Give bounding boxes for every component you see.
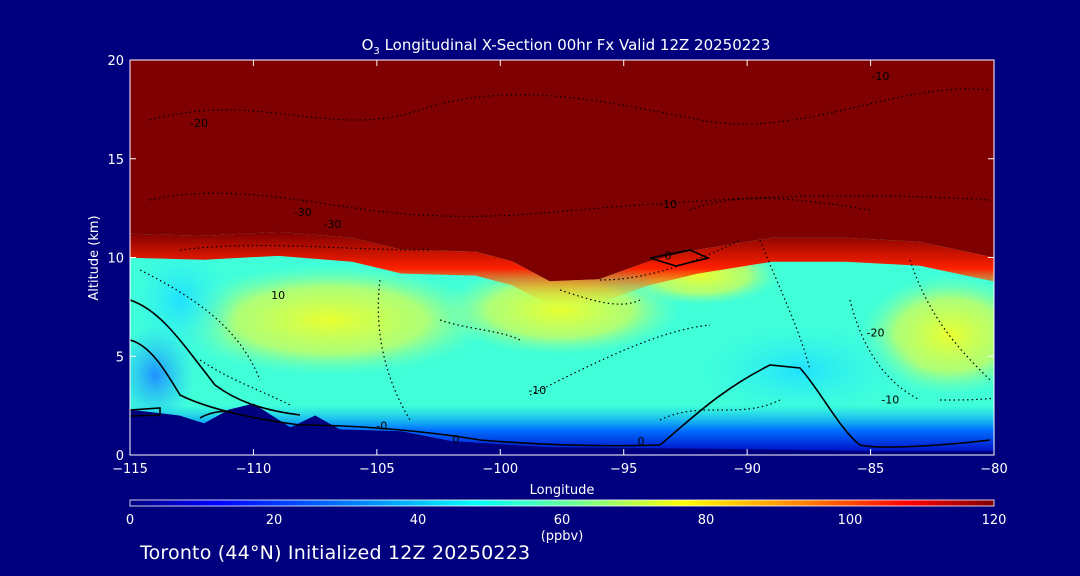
y-axis-label: Altitude (km) xyxy=(87,215,102,300)
colorbar-tick-label: 120 xyxy=(982,513,1007,528)
y-tick-label: 0 xyxy=(116,449,124,464)
contour-label: -20 xyxy=(867,327,885,340)
contour-zero-lines xyxy=(130,249,991,448)
colorbar-tick-label: 40 xyxy=(410,513,427,528)
x-tick-label: −115 xyxy=(112,462,148,477)
x-tick-label: −105 xyxy=(359,462,395,477)
colorbar-tick-label: 80 xyxy=(698,513,715,528)
ozone-field: -20 -30 -30 -10 -10 10 0 -20 -10 -10 0 0 -0 xyxy=(130,60,994,455)
contour-label: 0 xyxy=(637,435,644,448)
colorbar-tick-label: 0 xyxy=(126,513,134,528)
colorbar-tick-label: 20 xyxy=(266,513,283,528)
contour-label: -10 xyxy=(881,394,899,407)
contour-label: -30 xyxy=(323,218,341,231)
contour-label: -10 xyxy=(659,198,677,211)
ozone-low-region xyxy=(130,325,195,425)
x-tick-label: −90 xyxy=(733,462,760,477)
x-tick-label: −100 xyxy=(482,462,518,477)
footer-caption: Toronto (44°N) Initialized 12Z 20250223 xyxy=(140,542,531,564)
y-tick-label: 20 xyxy=(107,54,124,69)
colorbar-ticks: 0 20 40 60 80 100 120 xyxy=(126,513,1007,528)
x-axis: −115 −110 −105 −100 −95 −90 −85 −80 xyxy=(112,60,1008,477)
y-tick-label: 15 xyxy=(107,153,124,168)
contour-lines xyxy=(139,88,994,421)
x-tick-label: −80 xyxy=(980,462,1007,477)
x-tick-label: −85 xyxy=(857,462,884,477)
contour-labels: -20 -30 -30 -10 -10 10 0 -20 -10 -10 0 0 -0 xyxy=(190,70,899,448)
y-tick-label: 5 xyxy=(116,350,124,365)
colorbar-tick-label: 60 xyxy=(554,513,571,528)
colorbar xyxy=(129,499,995,507)
contour-label: -10 xyxy=(871,70,889,83)
chart-title: O3 Longitudinal X-Section 00hr Fx Valid … xyxy=(362,36,771,57)
contour-label: -30 xyxy=(294,206,312,219)
ozone-mid-region xyxy=(680,315,920,425)
x-axis-label: Longitude xyxy=(530,483,595,498)
terrain-mask xyxy=(130,403,994,455)
contour-label: -20 xyxy=(190,117,208,130)
x-tick-label: −110 xyxy=(236,462,272,477)
contour-label: 10 xyxy=(271,289,285,302)
y-axis: 0 5 10 15 20 xyxy=(107,54,994,464)
contour-label: -0 xyxy=(376,419,387,432)
x-tick-label: −95 xyxy=(610,462,637,477)
contour-label: 0 xyxy=(452,433,459,446)
tropopause-gradient xyxy=(130,231,994,306)
colorbar-tick-label: 100 xyxy=(838,513,863,528)
y-tick-label: 10 xyxy=(107,252,124,267)
stratosphere-region xyxy=(130,60,994,282)
colorbar-label: (ppbv) xyxy=(541,529,584,544)
contour-label: 0 xyxy=(665,249,672,262)
ozone-high-region xyxy=(170,265,490,375)
contour-label: -10 xyxy=(528,384,546,397)
